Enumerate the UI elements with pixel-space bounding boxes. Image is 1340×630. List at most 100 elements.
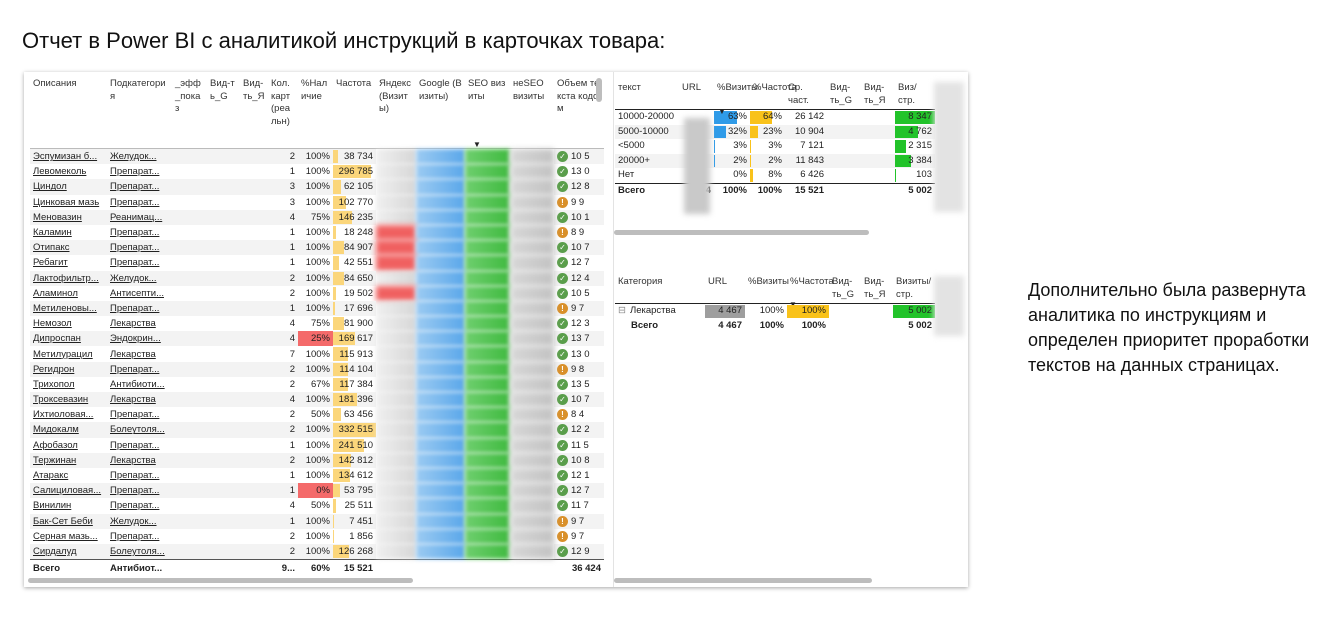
product-link[interactable]: Мидокалм: [30, 422, 107, 438]
subcategory-link[interactable]: Препарат...: [107, 483, 172, 499]
category-table-scrollbar[interactable]: [614, 578, 872, 583]
subcategory-link[interactable]: Препарат...: [110, 227, 160, 239]
subcategory-link[interactable]: Препарат...: [110, 196, 160, 208]
subcategory-link[interactable]: Препарат...: [110, 500, 160, 512]
product-link[interactable]: Винилин: [33, 500, 72, 512]
column-header[interactable]: Вид-ть_Я: [864, 82, 886, 106]
product-link[interactable]: Троксевазин: [30, 392, 107, 408]
column-header[interactable]: Виз/стр.: [898, 82, 917, 106]
product-link[interactable]: Трихопол: [33, 378, 75, 390]
subcategory-link[interactable]: Препарат...: [110, 166, 160, 178]
column-header[interactable]: текст: [618, 82, 641, 93]
product-link[interactable]: Отипакс: [30, 240, 107, 256]
product-link[interactable]: Лактофильтр...: [30, 270, 107, 286]
table-row[interactable]: Тержинан Лекарства 2 100% 142 812 ✓ 10 8: [30, 452, 604, 468]
subcategory-link[interactable]: Препарат...: [110, 439, 160, 451]
table-row[interactable]: 5000-10000 32% 23% 10 904 4 762: [615, 124, 935, 139]
subcategory-link[interactable]: Препарат...: [110, 257, 160, 269]
table-row[interactable]: Трихопол Антибиоти... 2 67% 117 384 ✓ 13 5: [30, 376, 604, 392]
subcategory-link[interactable]: Препарат...: [107, 240, 172, 256]
product-link[interactable]: Ихтиоловая...: [33, 409, 94, 421]
column-header[interactable]: %Частота: [790, 276, 834, 287]
table-row[interactable]: Немозол Лекарства 4 75% 81 900 ✓ 12 3: [30, 316, 604, 332]
table-row[interactable]: Лактофильтр... Желудок... 2 100% 84 650 ✓ 12 4: [30, 270, 604, 286]
table-row[interactable]: 10000-20000 63% 64% 26 142 8 347: [615, 109, 935, 125]
product-link[interactable]: Эспумизан б...: [30, 148, 107, 165]
product-link[interactable]: Каламин: [33, 227, 72, 239]
product-link[interactable]: Серная мазь...: [33, 530, 98, 542]
table-row[interactable]: 20000+ 2% 2% 11 843 3 384: [615, 153, 935, 168]
table-row[interactable]: Серная мазь... Препарат... 2 100% 1 856! 9 7: [30, 528, 604, 544]
horizontal-scrollbar[interactable]: [28, 578, 413, 583]
table-row[interactable]: Цинковая мазь Препарат... 3 100% 102 770! 9 9: [30, 194, 604, 210]
product-link[interactable]: Метиленовы...: [30, 300, 107, 317]
subcategory-link[interactable]: Препарат...: [107, 179, 172, 195]
table-row[interactable]: Отипакс Препарат... 1 100% 84 907 ✓ 10 7: [30, 240, 604, 256]
product-link[interactable]: Тержинан: [30, 452, 107, 468]
column-header[interactable]: Ср. част.: [788, 82, 809, 106]
product-link[interactable]: Левомеколь: [33, 166, 87, 178]
column-header[interactable]: URL: [682, 82, 702, 93]
table-row[interactable]: Троксевазин Лекарства 4 100% 181 396 ✓ 10 7: [30, 392, 604, 408]
subcategory-link[interactable]: Антисепти...: [110, 287, 164, 299]
table-row[interactable]: Ихтиоловая... Препарат... 2 50% 63 456! 8 4: [30, 407, 604, 423]
column-header[interactable]: Google (Визиты): [416, 76, 465, 149]
column-header[interactable]: Вид-ть_G: [207, 76, 240, 149]
subcategory-link[interactable]: Желудок...: [107, 148, 172, 165]
column-header[interactable]: Категория: [618, 276, 663, 287]
column-header[interactable]: Объем текста кодом: [554, 76, 604, 149]
subcategory-link[interactable]: Желудок...: [107, 270, 172, 286]
subcategory-link[interactable]: Болеутоля...: [107, 543, 172, 560]
product-link[interactable]: Циндол: [30, 179, 107, 195]
table-row[interactable]: Сирдалуд Болеутоля... 2 100% 126 268 ✓ 12 9: [30, 543, 604, 560]
subcategory-link[interactable]: Болеутоля...: [107, 422, 172, 438]
table-row[interactable]: Аламинол Антисепти... 2 100% 19 502 ✓ 10 5: [30, 285, 604, 301]
table-row[interactable]: Салициловая... Препарат... 1 0% 53 795 ✓ 12 7: [30, 483, 604, 499]
subcategory-link[interactable]: Антибиоти...: [110, 378, 165, 390]
product-link[interactable]: Немозол: [33, 318, 72, 330]
collapse-icon[interactable]: ⊟: [618, 305, 626, 316]
table-row[interactable]: Меновазин Реанимац... 4 75% 146 235 ✓ 10 1: [30, 209, 604, 225]
column-header[interactable]: Частота: [333, 76, 376, 149]
column-header[interactable]: Визиты/стр.: [896, 276, 932, 300]
column-header[interactable]: %Визиты: [748, 276, 789, 287]
table-row[interactable]: Метилурацил Лекарства 7 100% 115 913 ✓ 13 0: [30, 346, 604, 362]
table-row[interactable]: Винилин Препарат... 4 50% 25 511 ✓ 11 7: [30, 498, 604, 514]
subcategory-link[interactable]: Препарат...: [110, 470, 160, 482]
table-row[interactable]: Левомеколь Препарат... 1 100% 296 785 ✓ 13 0: [30, 164, 604, 180]
product-link[interactable]: Салициловая...: [30, 483, 107, 499]
text-table-scrollbar[interactable]: [614, 230, 869, 235]
column-header[interactable]: Вид-ть_Я: [240, 76, 268, 149]
table-row[interactable]: Нет 0% 8% 6 426 103: [615, 168, 935, 183]
product-link[interactable]: Регидрон: [30, 361, 107, 377]
product-link[interactable]: Дипроспан: [30, 331, 107, 347]
product-link[interactable]: Ребагит: [33, 257, 68, 269]
table-row[interactable]: Ребагит Препарат... 1 100% 42 551 ✓ 12 7: [30, 255, 604, 271]
table-row[interactable]: Дипроспан Эндокрин... 4 25% 169 617 ✓ 13 7: [30, 331, 604, 347]
vertical-scrollbar[interactable]: [596, 78, 602, 102]
product-link[interactable]: Цинковая мазь: [33, 196, 100, 208]
column-header[interactable]: _эфф_показ: [172, 76, 207, 149]
subcategory-link[interactable]: Препарат...: [110, 530, 160, 542]
table-row[interactable]: Регидрон Препарат... 2 100% 114 104! 9 8: [30, 361, 604, 377]
table-row[interactable]: ⊟ Лекарства 4 467 100% 100% 5 002: [615, 303, 935, 319]
product-link[interactable]: Афобазол: [33, 439, 78, 451]
subcategory-link[interactable]: Лекарства: [107, 392, 172, 408]
column-header[interactable]: неSEO визиты: [510, 76, 554, 149]
column-header[interactable]: Вид-ть_G: [832, 276, 854, 300]
product-link[interactable]: Меновазин: [30, 209, 107, 225]
table-row[interactable]: Мидокалм Болеутоля... 2 100% 332 515 ✓ 12 2: [30, 422, 604, 438]
subcategory-link[interactable]: Препарат...: [107, 361, 172, 377]
sort-desc-icon-2[interactable]: ▼: [718, 107, 726, 116]
product-link[interactable]: Атаракс: [33, 470, 69, 482]
sort-desc-icon[interactable]: ▼: [473, 140, 481, 149]
table-row[interactable]: Эспумизан б... Желудок... 2 100% 38 734 ✓ 10 5: [30, 148, 604, 165]
column-header[interactable]: SEO визиты: [465, 76, 510, 149]
column-header[interactable]: Описания: [30, 76, 107, 149]
product-link[interactable]: Сирдалуд: [30, 543, 107, 560]
table-row[interactable]: Афобазол Препарат... 1 100% 241 510 ✓ 11 5: [30, 437, 604, 453]
subcategory-link[interactable]: Желудок...: [107, 513, 172, 529]
column-header[interactable]: Вид-ть_Я: [864, 276, 886, 300]
subcategory-link[interactable]: Препарат...: [110, 409, 160, 421]
column-header[interactable]: Подкатегория: [107, 76, 172, 149]
